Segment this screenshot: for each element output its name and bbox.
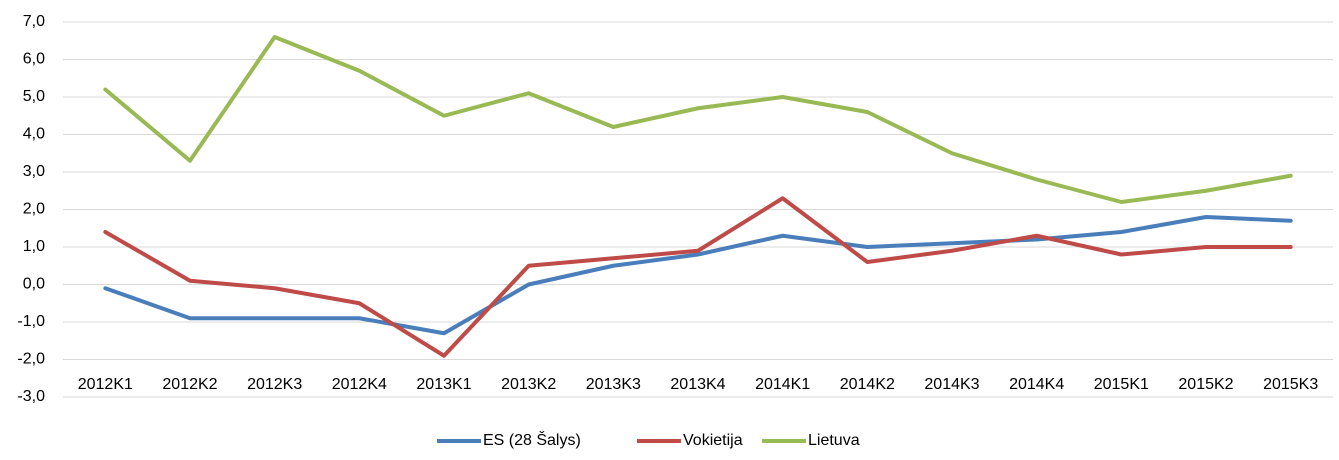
x-tick-label: 2013K4 — [670, 376, 725, 393]
x-tick-label: 2012K2 — [162, 376, 217, 393]
legend-label: Lietuva — [808, 432, 860, 449]
x-tick-label: 2014K1 — [755, 376, 810, 393]
y-tick-label: -2,0 — [17, 351, 45, 368]
x-tick-label: 2013K2 — [501, 376, 556, 393]
legend-label: Vokietija — [683, 432, 743, 449]
y-tick-label: 4,0 — [23, 126, 45, 143]
y-tick-label: 2,0 — [23, 201, 45, 218]
y-tick-label: 3,0 — [23, 163, 45, 180]
series-line — [103, 35, 1293, 204]
x-tick-label: 2013K3 — [586, 376, 641, 393]
x-tick-label: 2015K1 — [1094, 376, 1149, 393]
y-tick-label: 5,0 — [23, 88, 45, 105]
y-tick-label: 6,0 — [23, 51, 45, 68]
y-tick-label: 1,0 — [23, 238, 45, 255]
x-tick-label: 2012K3 — [247, 376, 302, 393]
y-tick-label: 7,0 — [23, 13, 45, 30]
x-tick-label: 2014K3 — [924, 376, 979, 393]
x-tick-label: 2012K1 — [78, 376, 133, 393]
series-line — [103, 215, 1293, 336]
series-line — [103, 196, 1293, 358]
x-tick-label: 2014K2 — [840, 376, 895, 393]
legend-label: ES (28 Šalys) — [483, 430, 581, 449]
x-tick-label: 2015K2 — [1178, 376, 1233, 393]
x-tick-label: 2014K4 — [1009, 376, 1064, 393]
y-tick-label: -3,0 — [17, 388, 45, 405]
x-tick-label: 2012K4 — [332, 376, 387, 393]
x-tick-label: 2013K1 — [416, 376, 471, 393]
y-tick-label: -1,0 — [17, 313, 45, 330]
x-tick-label: 2015K3 — [1263, 376, 1318, 393]
y-tick-label: 0,0 — [23, 276, 45, 293]
